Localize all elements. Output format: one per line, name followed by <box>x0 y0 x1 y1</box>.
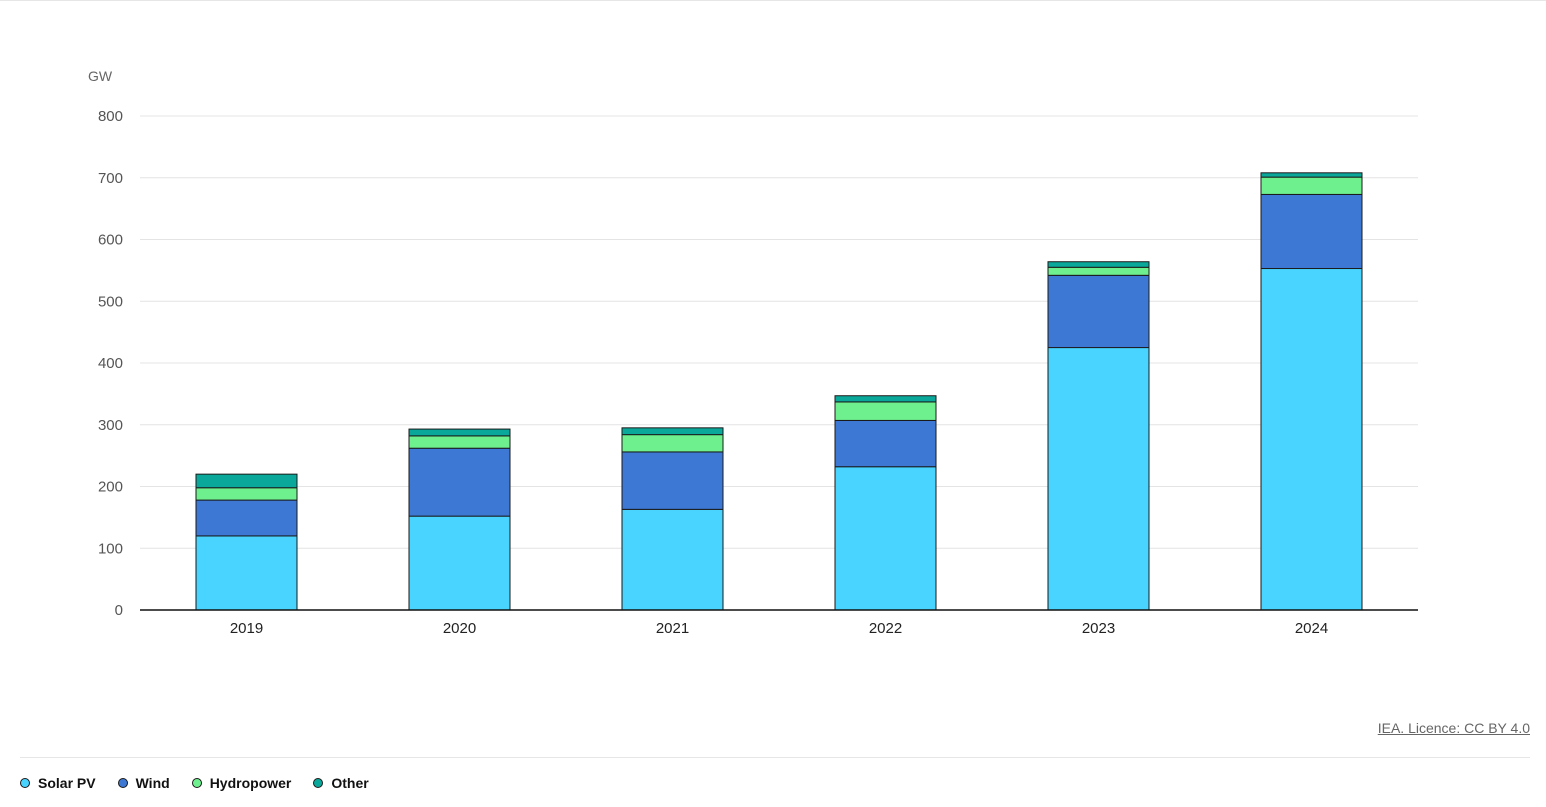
x-tick-label-2020: 2020 <box>443 620 476 637</box>
y-tick-label-300: 300 <box>98 417 123 434</box>
legend-item-other[interactable]: Other <box>313 775 369 791</box>
bar-2021-wind <box>621 451 724 510</box>
legend-item-solar-pv[interactable]: Solar PV <box>20 775 96 791</box>
legend-swatch-solar-pv <box>20 778 30 788</box>
bar-2023-wind <box>1047 274 1150 349</box>
bar-2020-hydropower <box>408 435 511 449</box>
bar-2022-other <box>834 395 937 403</box>
bar-2023-other <box>1047 261 1150 268</box>
bar-2024-other <box>1260 172 1363 178</box>
legend-swatch-hydropower <box>191 778 202 788</box>
legend-label-solar-pv: Solar PV <box>38 775 96 791</box>
y-tick-label-200: 200 <box>98 479 123 496</box>
bar-2021-hydropower <box>621 434 724 453</box>
bar-2022-hydropower <box>834 401 937 421</box>
x-tick-label-2021: 2021 <box>656 620 689 637</box>
y-tick-label-600: 600 <box>98 232 123 249</box>
legend-label-other: Other <box>331 775 369 791</box>
y-tick-label-700: 700 <box>98 170 123 187</box>
bar-2021-other <box>621 427 724 436</box>
x-tick-label-2019: 2019 <box>230 620 263 637</box>
bar-2022-wind <box>834 419 937 468</box>
legend-label-wind: Wind <box>135 775 170 791</box>
legend-swatch-wind <box>117 778 128 788</box>
legend-divider <box>20 757 1530 758</box>
y-tick-label-500: 500 <box>98 293 123 310</box>
y-tick-label-100: 100 <box>98 540 123 557</box>
legend: Solar PV Wind Hydropower Other <box>20 775 369 791</box>
y-tick-label-400: 400 <box>98 355 123 372</box>
y-tick-label-800: 800 <box>98 108 123 125</box>
bar-2019-other <box>195 473 298 489</box>
bar-2024-hydropower <box>1260 176 1363 195</box>
license-link[interactable]: IEA. Licence: CC BY 4.0 <box>1377 720 1530 736</box>
legend-label-hydropower: Hydropower <box>209 775 292 791</box>
bar-2023-hydropower <box>1047 266 1150 276</box>
y-axis-unit-label: GW <box>88 68 113 84</box>
bar-2021-solar-pv <box>621 508 724 611</box>
bar-2020-other <box>408 428 511 437</box>
stacked-bar-chart: GW 0 100 200 300 400 500 600 700 800 2019 2020 2021 2… <box>88 68 1418 637</box>
bar-2019-solar-pv <box>195 535 298 611</box>
bar-2019-wind <box>195 499 298 537</box>
x-tick-label-2024: 2024 <box>1295 620 1328 637</box>
legend-item-hydropower[interactable]: Hydropower <box>191 775 292 791</box>
legend-item-wind[interactable]: Wind <box>117 775 170 791</box>
bar-2019-hydropower <box>195 487 298 501</box>
legend-swatch-other <box>313 778 324 788</box>
bar-2020-solar-pv <box>408 515 511 611</box>
x-tick-label-2023: 2023 <box>1082 620 1115 637</box>
top-divider <box>0 0 1546 1</box>
bar-2024-solar-pv <box>1260 268 1363 611</box>
y-tick-label-0: 0 <box>115 602 123 619</box>
bar-2023-solar-pv <box>1047 347 1150 611</box>
bar-2024-wind <box>1260 193 1363 270</box>
x-tick-label-2022: 2022 <box>869 620 902 637</box>
bar-2022-solar-pv <box>834 466 937 611</box>
bar-2020-wind <box>408 447 511 517</box>
